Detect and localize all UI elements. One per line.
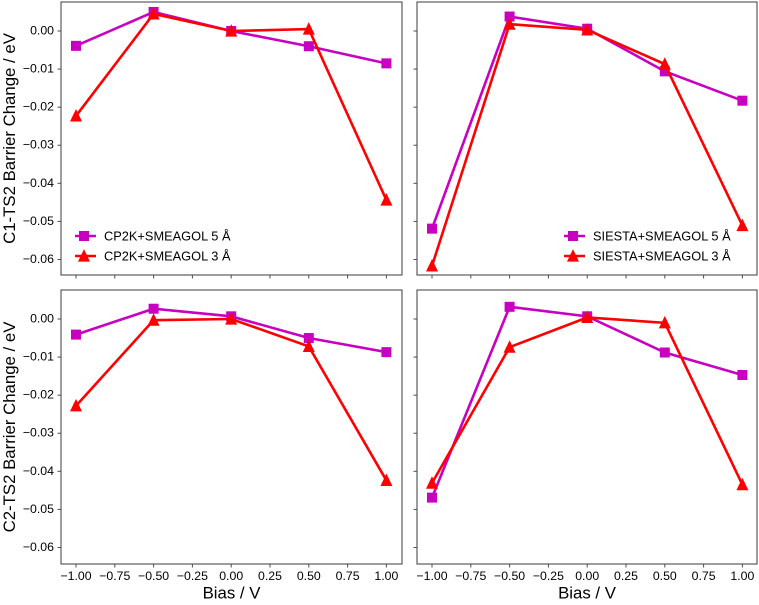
svg-text:1.00: 1.00 xyxy=(730,569,754,583)
svg-text:−0.75: −0.75 xyxy=(455,569,486,583)
svg-text:0.25: 0.25 xyxy=(258,569,282,583)
svg-text:Bias / V: Bias / V xyxy=(203,584,262,601)
svg-text:0.25: 0.25 xyxy=(614,569,638,583)
svg-text:1.00: 1.00 xyxy=(374,569,398,583)
svg-text:−1.00: −1.00 xyxy=(60,569,91,583)
svg-text:−1.00: −1.00 xyxy=(416,569,447,583)
svg-text:0.50: 0.50 xyxy=(297,569,321,583)
svg-text:−0.50: −0.50 xyxy=(138,569,169,583)
svg-text:C2-TS2 Barrier Change / eV: C2-TS2 Barrier Change / eV xyxy=(0,321,19,533)
svg-text:−0.04: −0.04 xyxy=(23,464,54,478)
svg-text:−0.02: −0.02 xyxy=(23,100,54,114)
svg-text:−0.06: −0.06 xyxy=(23,252,54,266)
svg-text:−0.06: −0.06 xyxy=(23,540,54,554)
svg-text:−0.75: −0.75 xyxy=(99,569,130,583)
svg-text:Bias / V: Bias / V xyxy=(558,584,617,601)
svg-text:0.00: 0.00 xyxy=(30,312,54,326)
svg-text:−0.05: −0.05 xyxy=(23,214,54,228)
svg-text:0.00: 0.00 xyxy=(30,24,54,38)
svg-text:0.75: 0.75 xyxy=(336,569,360,583)
svg-text:−0.03: −0.03 xyxy=(23,426,54,440)
svg-text:−0.01: −0.01 xyxy=(23,62,54,76)
svg-text:−0.03: −0.03 xyxy=(23,138,54,152)
svg-text:0.00: 0.00 xyxy=(575,569,599,583)
svg-text:−0.05: −0.05 xyxy=(23,502,54,516)
svg-text:−0.01: −0.01 xyxy=(23,350,54,364)
svg-text:0.00: 0.00 xyxy=(219,569,243,583)
svg-text:SIESTA+SMEAGOL 3 Å: SIESTA+SMEAGOL 3 Å xyxy=(593,248,731,263)
svg-text:C1-TS2 Barrier Change / eV: C1-TS2 Barrier Change / eV xyxy=(0,32,19,244)
svg-text:0.75: 0.75 xyxy=(692,569,716,583)
svg-text:−0.25: −0.25 xyxy=(177,569,208,583)
svg-text:SIESTA+SMEAGOL 5 Å: SIESTA+SMEAGOL 5 Å xyxy=(593,228,731,243)
svg-text:−0.02: −0.02 xyxy=(23,388,54,402)
svg-text:0.50: 0.50 xyxy=(653,569,677,583)
svg-text:CP2K+SMEAGOL 5 Å: CP2K+SMEAGOL 5 Å xyxy=(104,228,231,243)
svg-text:CP2K+SMEAGOL 3 Å: CP2K+SMEAGOL 3 Å xyxy=(104,248,231,263)
svg-text:−0.50: −0.50 xyxy=(494,569,525,583)
svg-text:−0.04: −0.04 xyxy=(23,176,54,190)
svg-text:−0.25: −0.25 xyxy=(533,569,564,583)
